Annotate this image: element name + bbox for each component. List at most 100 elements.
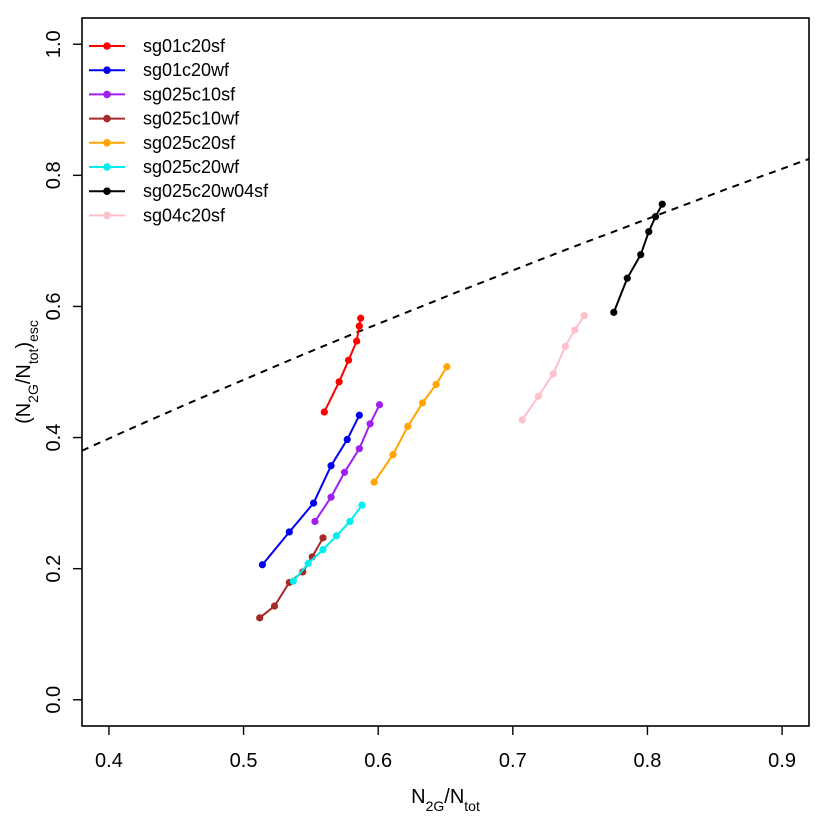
legend-label: sg01c20sf xyxy=(143,36,226,56)
legend-label: sg025c10sf xyxy=(143,84,236,104)
legend-swatch-point xyxy=(103,90,111,99)
y-axis-title: (N2G/Ntot)esc xyxy=(13,320,41,424)
legend: sg01c20sf sg01c20wf sg025c10sf sg025c10wf sg… xyxy=(89,36,269,225)
legend-entry-sg01c20wf: sg01c20wf xyxy=(89,60,230,80)
legend-swatch-point xyxy=(103,114,111,123)
data-point-sg025c20wf-1 xyxy=(304,559,312,568)
data-point-sg01c20wf-3 xyxy=(327,462,335,470)
x-tick-label: 0.9 xyxy=(768,750,796,772)
y-tick-label: 1.0 xyxy=(43,30,65,58)
data-point-sg025c20w04sf-2 xyxy=(637,251,645,259)
data-point-sg025c10sf-1 xyxy=(327,493,335,501)
series-line-sg01c20wf xyxy=(261,414,361,566)
legend-label: sg025c10wf xyxy=(143,109,240,129)
data-point-sg04c20sf-3 xyxy=(561,342,569,351)
legend-swatch-point xyxy=(103,139,111,147)
plot-frame xyxy=(81,17,810,727)
data-point-sg025c10wf-0 xyxy=(256,614,264,622)
legend-label: sg01c20wf xyxy=(143,60,230,80)
legend-entry-sg025c10sf: sg025c10sf xyxy=(89,84,236,104)
data-point-sg025c10sf-2 xyxy=(340,468,349,476)
data-point-sg025c10sf-5 xyxy=(375,401,384,409)
data-point-sg025c20sf-4 xyxy=(432,380,440,389)
data-point-sg025c20w04sf-4 xyxy=(651,213,660,221)
series-sg01c20sf xyxy=(320,314,365,416)
data-point-sg01c20sf-4 xyxy=(355,322,363,330)
y-tick-label: 0.8 xyxy=(43,161,65,189)
data-point-sg01c20wf-4 xyxy=(343,435,351,444)
data-point-sg04c20sf-2 xyxy=(549,370,557,378)
y-tick-label: 0.4 xyxy=(43,424,65,452)
data-point-sg025c20wf-0 xyxy=(289,577,297,585)
data-point-sg025c10wf-1 xyxy=(270,602,279,610)
series-sg025c20wf xyxy=(289,501,366,585)
y-tick-label: 0.2 xyxy=(43,555,65,583)
data-point-sg025c20w04sf-1 xyxy=(623,274,631,282)
data-point-sg025c20sf-3 xyxy=(419,399,427,407)
series-line-sg025c20w04sf xyxy=(612,203,664,313)
x-tick-label: 0.4 xyxy=(95,750,123,772)
series-layer xyxy=(256,200,666,622)
series-sg025c20sf xyxy=(370,363,451,486)
legend-entry-sg025c10wf: sg025c10wf xyxy=(89,109,240,129)
data-point-sg01c20wf-0 xyxy=(258,561,267,569)
series-sg025c20w04sf xyxy=(610,200,666,316)
x-tick-label: 0.8 xyxy=(634,750,662,772)
data-point-sg04c20sf-1 xyxy=(534,392,542,400)
legend-entry-sg04c20sf: sg04c20sf xyxy=(89,205,226,225)
series-sg025c10wf xyxy=(256,534,327,622)
x-tick-label: 0.5 xyxy=(230,750,258,772)
legend-swatch-point xyxy=(103,66,111,74)
legend-label: sg025c20w04sf xyxy=(143,181,269,201)
legend-label: sg025c20sf xyxy=(143,133,236,153)
data-point-sg025c10wf-3 xyxy=(299,568,307,576)
x-tick-label: 0.6 xyxy=(364,750,392,772)
series-line-sg025c20wf xyxy=(292,504,363,582)
data-point-sg025c20wf-5 xyxy=(358,501,366,509)
series-line-sg025c10wf xyxy=(259,537,324,619)
data-point-sg025c20sf-2 xyxy=(404,422,412,431)
y-tick-label: 0.6 xyxy=(43,293,65,321)
y-axis-ticks: 0.0 0.2 0.4 0.6 0.8 1.0 xyxy=(43,30,82,714)
data-point-sg025c10sf-0 xyxy=(311,517,319,526)
legend-entry-sg01c20sf: sg01c20sf xyxy=(89,36,226,56)
data-point-sg04c20sf-4 xyxy=(571,326,579,334)
data-point-sg01c20sf-2 xyxy=(344,356,353,364)
data-point-sg025c10wf-5 xyxy=(319,534,327,542)
reference-dashed-line xyxy=(82,158,809,452)
legend-entry-sg025c20sf: sg025c20sf xyxy=(89,133,236,153)
data-point-sg025c20sf-5 xyxy=(443,363,451,371)
data-point-sg01c20sf-1 xyxy=(335,378,343,386)
data-point-sg01c20wf-5 xyxy=(355,411,363,419)
legend-label: sg04c20sf xyxy=(143,205,226,225)
legend-swatch-point xyxy=(103,211,111,220)
data-point-sg025c10sf-4 xyxy=(366,420,374,428)
data-point-sg01c20sf-3 xyxy=(353,337,361,345)
x-axis-title: N2G/Ntot xyxy=(411,786,480,814)
legend-swatch-point xyxy=(103,163,111,171)
data-point-sg025c10sf-3 xyxy=(355,445,363,453)
data-point-sg04c20sf-0 xyxy=(518,416,526,424)
legend-swatch-point xyxy=(103,187,111,195)
legend-entry-sg025c20wf: sg025c20wf xyxy=(89,157,240,177)
data-point-sg025c20wf-4 xyxy=(346,517,354,526)
data-point-sg01c20wf-2 xyxy=(309,499,318,507)
data-point-sg025c20w04sf-0 xyxy=(610,308,618,316)
data-point-sg025c20sf-1 xyxy=(389,451,397,459)
data-point-sg025c20w04sf-5 xyxy=(658,200,666,208)
legend-swatch-point xyxy=(103,42,111,50)
data-point-sg025c20wf-3 xyxy=(332,532,341,540)
legend-entry-sg025c20w04sf: sg025c20w04sf xyxy=(89,181,269,201)
series-sg025c10sf xyxy=(311,401,384,526)
series-sg04c20sf xyxy=(518,312,588,424)
data-point-sg025c20sf-0 xyxy=(370,478,378,486)
data-point-sg025c20wf-2 xyxy=(319,546,327,554)
data-point-sg01c20wf-1 xyxy=(285,528,293,536)
data-point-sg01c20sf-5 xyxy=(357,314,365,322)
x-axis-ticks: 0.4 0.5 0.6 0.7 0.8 0.9 xyxy=(95,726,796,772)
reference-line-layer xyxy=(82,158,809,452)
data-point-sg01c20sf-0 xyxy=(320,408,328,416)
y-tick-label: 0.0 xyxy=(43,686,65,714)
x-tick-label: 0.7 xyxy=(499,750,527,772)
series-line-sg01c20sf xyxy=(323,318,362,413)
